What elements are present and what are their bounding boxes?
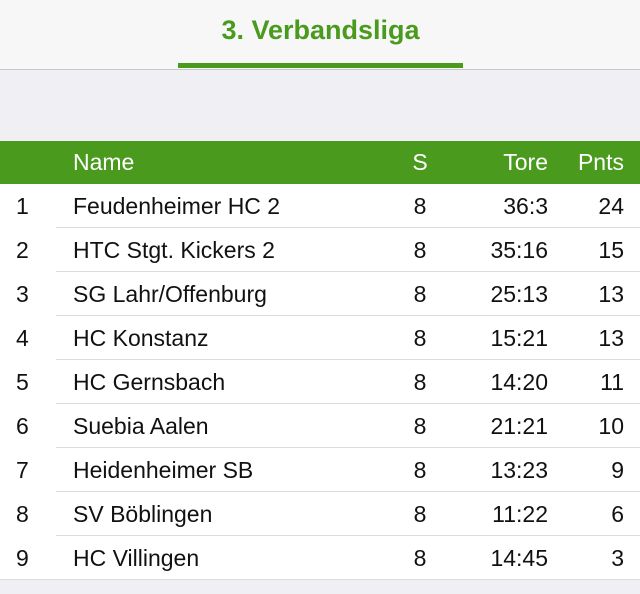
row-rank: 9 [16, 544, 29, 571]
row-points: 11 [600, 368, 624, 395]
row-rank: 4 [16, 324, 29, 351]
table-row[interactable]: 9 HC Villingen 8 14:45 3 [0, 536, 640, 580]
row-rank: 1 [16, 192, 29, 219]
table-header: Name S Tore Pnts [0, 141, 640, 184]
row-goals: 25:13 [490, 280, 548, 307]
row-team-name: HC Gernsbach [73, 368, 226, 395]
row-team-name: Feudenheimer HC 2 [73, 192, 281, 219]
active-tab-indicator [178, 63, 463, 68]
row-rank: 8 [16, 500, 29, 527]
row-goals: 15:21 [490, 324, 548, 351]
header-rank [16, 141, 46, 184]
row-team-name: HTC Stgt. Kickers 2 [73, 236, 275, 263]
header-tore: Tore [503, 149, 548, 175]
table-row[interactable]: 3 SG Lahr/Offenburg 8 25:13 13 [0, 272, 640, 316]
row-rank: 6 [16, 412, 29, 439]
row-team-name: HC Villingen [73, 544, 200, 571]
table-row[interactable]: 2 HTC Stgt. Kickers 2 8 35:16 15 [0, 228, 640, 272]
row-games: 8 [413, 368, 427, 395]
row-games: 8 [413, 324, 427, 351]
row-points: 15 [598, 236, 624, 263]
table-row[interactable]: 5 HC Gernsbach 8 14:20 11 [0, 360, 640, 404]
row-points: 24 [598, 192, 624, 219]
row-points: 3 [611, 544, 624, 571]
row-games: 8 [413, 236, 427, 263]
row-points: 6 [611, 500, 624, 527]
row-points: 13 [598, 324, 624, 351]
table-row[interactable]: 4 HC Konstanz 8 15:21 13 [0, 316, 640, 360]
row-rank: 2 [16, 236, 29, 263]
row-goals: 21:21 [490, 412, 548, 439]
table-row[interactable]: 8 SV Böblingen 8 11:22 6 [0, 492, 640, 536]
table-row[interactable]: 6 Suebia Aalen 8 21:21 10 [0, 404, 640, 448]
row-rank: 3 [16, 280, 29, 307]
row-goals: 11:22 [492, 500, 548, 527]
row-rank: 5 [16, 368, 29, 395]
header-name: Name [73, 149, 135, 175]
row-games: 8 [413, 412, 427, 439]
row-team-name: HC Konstanz [73, 324, 209, 351]
row-goals: 13:23 [490, 456, 548, 483]
row-goals: 14:20 [490, 368, 548, 395]
row-team-name: Suebia Aalen [73, 412, 209, 439]
row-games: 8 [413, 500, 427, 527]
row-games: 8 [413, 280, 427, 307]
row-games: 8 [413, 192, 427, 219]
tab-label: 3. Verbandsliga [221, 14, 420, 45]
row-games: 8 [413, 456, 427, 483]
table-row[interactable]: 7 Heidenheimer SB 8 13:23 9 [0, 448, 640, 492]
header-s: S [412, 149, 428, 175]
tab-3-verbandsliga[interactable]: 3. Verbandsliga [178, 0, 463, 70]
bottom-area [0, 580, 640, 594]
row-goals: 14:45 [490, 544, 548, 571]
row-points: 10 [598, 412, 624, 439]
row-team-name: SV Böblingen [73, 500, 213, 527]
row-team-name: Heidenheimer SB [73, 456, 254, 483]
standings-table: Name S Tore Pnts 1 Feudenheimer HC 2 8 3… [0, 141, 640, 580]
row-team-name: SG Lahr/Offenburg [73, 280, 267, 307]
table-row[interactable]: 1 Feudenheimer HC 2 8 36:3 24 [0, 184, 640, 228]
tab-bar: 3. Verbandsliga [0, 0, 640, 70]
row-rank: 7 [16, 456, 29, 483]
row-points: 13 [598, 280, 624, 307]
row-points: 9 [611, 456, 624, 483]
row-games: 8 [413, 544, 427, 571]
row-goals: 35:16 [490, 236, 548, 263]
header-pnts: Pnts [577, 149, 624, 175]
spacer-area [0, 70, 640, 141]
row-goals: 36:3 [503, 192, 548, 219]
